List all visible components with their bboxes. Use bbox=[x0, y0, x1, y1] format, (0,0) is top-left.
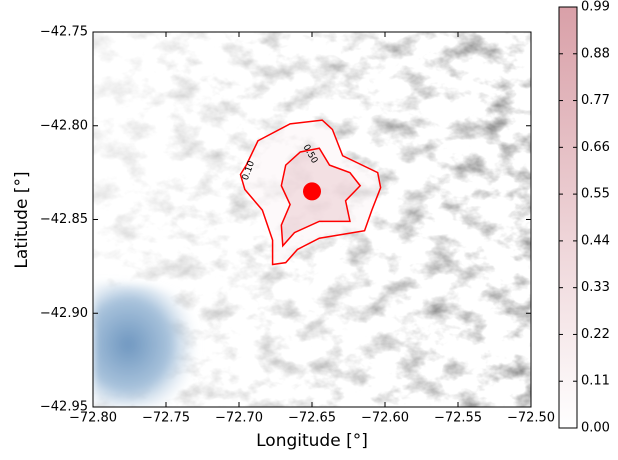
colorbar-tick-label: 0.00 bbox=[581, 421, 610, 436]
colorbar-tick-label: 0.88 bbox=[581, 46, 610, 61]
y-tick-label: −42.95 bbox=[40, 400, 88, 415]
y-tick-label: −42.85 bbox=[40, 212, 88, 227]
x-tick-label: −72.50 bbox=[507, 411, 555, 426]
colorbar-tick-label: 0.66 bbox=[581, 140, 610, 155]
chart: 0.100.50 Longitude [°] Latitude [°] −72.… bbox=[0, 0, 618, 456]
colorbar-tick-label: 0.55 bbox=[581, 187, 610, 202]
colorbar-tick-label: 0.22 bbox=[581, 327, 610, 342]
x-tick-label: −72.65 bbox=[288, 411, 336, 426]
x-axis-title: Longitude [°] bbox=[256, 431, 368, 451]
y-tick-label: −42.90 bbox=[40, 306, 88, 321]
vent-marker bbox=[303, 182, 321, 200]
x-tick-label: −72.75 bbox=[142, 411, 190, 426]
x-tick-label: −72.70 bbox=[215, 411, 263, 426]
x-tick-label: −72.60 bbox=[361, 411, 409, 426]
colorbar-tick-label: 0.77 bbox=[581, 93, 610, 108]
y-tick-label: −42.80 bbox=[40, 118, 88, 133]
colorbar bbox=[559, 7, 577, 428]
colorbar-tick-label: 0.33 bbox=[581, 280, 610, 295]
x-tick-label: −72.55 bbox=[434, 411, 482, 426]
colorbar-tick-label: 0.99 bbox=[581, 0, 610, 15]
y-tick-label: −42.75 bbox=[40, 25, 88, 40]
colorbar-tick-label: 0.11 bbox=[581, 374, 610, 389]
y-axis-title: Latitude [°] bbox=[12, 171, 32, 268]
colorbar-tick-label: 0.44 bbox=[581, 233, 610, 248]
